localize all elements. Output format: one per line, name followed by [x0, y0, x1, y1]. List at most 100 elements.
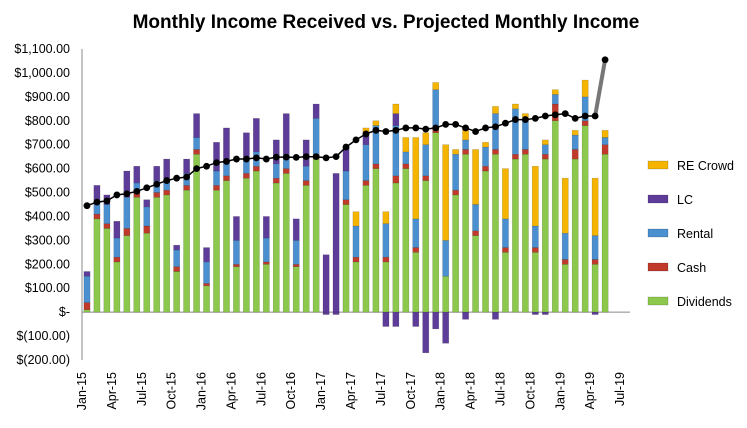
bar-lc-negative — [392, 311, 400, 327]
projected-point — [113, 191, 121, 199]
x-tick-label: Jan-19 — [553, 372, 567, 410]
projected-point — [223, 158, 230, 165]
x-tick-label: Jul-17 — [374, 372, 388, 406]
legend-label: LC — [677, 193, 693, 207]
legend-label: RE Crowd — [677, 159, 734, 173]
bar-re-crowd — [452, 149, 459, 155]
bar-re-crowd — [551, 89, 559, 95]
bar-lc-negative — [541, 311, 549, 315]
bar-rental — [442, 240, 450, 277]
legend-swatch — [647, 262, 669, 272]
projected-point — [233, 155, 240, 163]
bar-lc — [93, 185, 101, 200]
x-tick-label: Jan-15 — [75, 372, 89, 410]
bar-cash — [392, 175, 400, 184]
projected-point — [362, 130, 370, 138]
bar-cash — [183, 185, 190, 191]
bar-dividends — [302, 185, 310, 313]
projected-point — [432, 124, 440, 132]
bar-dividends — [133, 197, 141, 313]
projected-point — [402, 124, 410, 132]
bar-dividends — [561, 264, 569, 313]
bar-cash — [143, 225, 151, 234]
legend-swatch — [647, 194, 669, 204]
bar-dividends — [143, 232, 151, 313]
bar-re-crowd — [432, 82, 440, 90]
bar-dividends — [153, 197, 161, 313]
bar-dividends — [213, 189, 220, 313]
bar-lc — [173, 244, 180, 251]
bar-lc-negative — [432, 311, 440, 330]
y-tick-label: $900.00 — [25, 90, 70, 104]
projected-point — [392, 126, 400, 134]
bar-re-crowd — [422, 132, 430, 145]
bar-lc-negative — [382, 311, 390, 327]
bar-cash — [213, 185, 220, 191]
projected-line-group — [83, 56, 609, 210]
bar-dividends — [412, 252, 420, 313]
bar-dividends — [103, 228, 111, 313]
projected-point — [213, 159, 220, 167]
legend-swatch — [647, 296, 669, 306]
projected-point — [382, 128, 390, 135]
legend-label: Dividends — [677, 295, 732, 309]
projected-line-extension — [593, 59, 608, 117]
bar-dividends — [113, 261, 121, 313]
bar-rental — [113, 237, 121, 258]
bar-dividends — [243, 177, 250, 313]
x-tick-label: Oct-16 — [284, 372, 298, 410]
bar-rental — [193, 137, 200, 150]
bar-dividends — [392, 182, 400, 313]
bar-cash — [472, 230, 479, 236]
bar-lc-negative — [322, 311, 330, 315]
bar-lc — [233, 216, 240, 241]
bar-lc — [262, 216, 270, 239]
bar-lc — [153, 165, 161, 181]
projected-point — [571, 114, 579, 122]
projected-point — [492, 123, 499, 131]
bar-cash — [402, 163, 410, 169]
projected-point — [422, 125, 430, 133]
bar-cash — [93, 213, 101, 220]
bar-dividends — [123, 235, 131, 313]
projected-point — [601, 56, 609, 64]
bar-re-crowd — [541, 139, 549, 145]
bar-dividends — [83, 309, 91, 313]
projected-point — [322, 154, 330, 162]
bar-cash — [412, 247, 420, 253]
bar-dividends — [522, 154, 529, 313]
x-tick-label: Jan-16 — [195, 372, 209, 410]
bar-dividends — [173, 271, 180, 313]
y-tick-label: $500.00 — [25, 186, 70, 200]
bar-dividends — [482, 170, 489, 313]
bar-rental — [402, 151, 410, 165]
bar-rental — [462, 139, 469, 150]
bar-rental — [83, 276, 91, 303]
bar-cash — [462, 149, 469, 155]
bar-re-crowd — [512, 103, 519, 110]
projected-point — [243, 155, 250, 163]
bar-cash — [502, 247, 509, 253]
bar-lc-negative — [422, 311, 430, 354]
bar-lc — [113, 220, 121, 239]
bar-cash — [362, 180, 370, 186]
projected-point — [551, 111, 559, 119]
bar-lc — [223, 127, 230, 162]
bar-cash — [193, 149, 200, 155]
bar-rental — [382, 223, 390, 258]
bar-dividends — [93, 218, 101, 313]
bar-re-crowd — [591, 177, 599, 236]
projected-point — [472, 128, 479, 135]
x-tick-label: Jan-18 — [434, 372, 448, 410]
bar-cash — [113, 256, 121, 263]
bar-dividends — [253, 170, 260, 313]
bar-cash — [532, 247, 539, 253]
projected-point — [462, 124, 469, 132]
bar-rental — [292, 240, 300, 265]
projected-point — [173, 174, 181, 182]
x-tick-label: Jul-19 — [613, 372, 627, 406]
bar-lc — [392, 113, 400, 126]
bar-lc — [302, 139, 310, 167]
bar-cash — [492, 149, 499, 155]
bar-rental — [262, 237, 270, 263]
